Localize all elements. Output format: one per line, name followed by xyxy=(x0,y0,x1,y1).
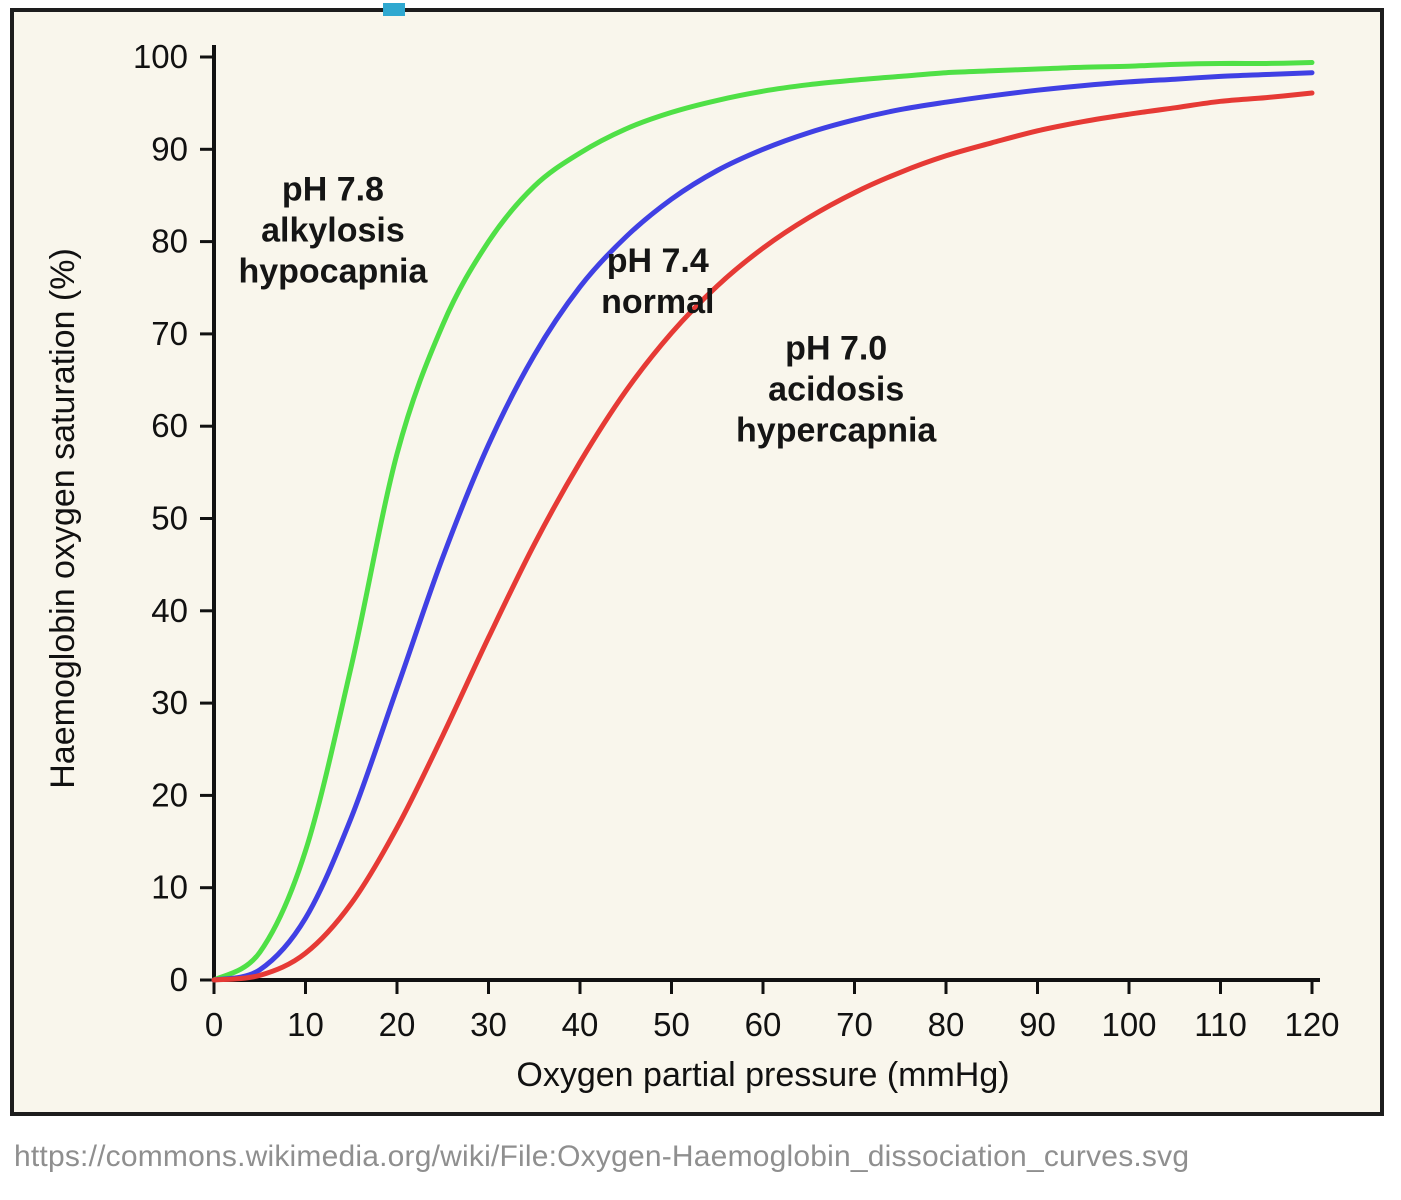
artifact-mark xyxy=(383,3,405,16)
svg-text:50: 50 xyxy=(653,1006,690,1043)
svg-text:10: 10 xyxy=(287,1006,324,1043)
svg-text:10: 10 xyxy=(151,869,188,906)
chart-frame: 0 10 20 30 40 50 60 70 80 90 100 110 120 0 10 20 30 40 50 6… xyxy=(10,8,1384,1116)
svg-text:Oxygen partial pressure (mmHg): Oxygen partial pressure (mmHg) xyxy=(516,1056,1009,1094)
svg-text:120: 120 xyxy=(1284,1006,1339,1043)
svg-text:60: 60 xyxy=(151,407,188,444)
svg-text:30: 30 xyxy=(470,1006,507,1043)
svg-text:60: 60 xyxy=(745,1006,782,1043)
svg-text:90: 90 xyxy=(1019,1006,1056,1043)
svg-text:50: 50 xyxy=(151,500,188,537)
source-url: https://commons.wikimedia.org/wiki/File:… xyxy=(14,1140,1190,1173)
svg-text:40: 40 xyxy=(562,1006,599,1043)
svg-text:20: 20 xyxy=(379,1006,416,1043)
svg-text:100: 100 xyxy=(1101,1006,1156,1043)
svg-text:110: 110 xyxy=(1194,1006,1247,1043)
svg-text:70: 70 xyxy=(151,315,188,352)
svg-text:20: 20 xyxy=(151,776,188,813)
svg-text:40: 40 xyxy=(151,592,188,629)
svg-text:80: 80 xyxy=(151,223,188,260)
svg-text:30: 30 xyxy=(151,684,188,721)
oxygen-dissociation-chart: 0 10 20 30 40 50 60 70 80 90 100 110 120 0 10 20 30 40 50 6… xyxy=(44,38,1340,1094)
svg-text:80: 80 xyxy=(928,1006,965,1043)
svg-text:Haemoglobin oxygen saturation: Haemoglobin oxygen saturation (%) xyxy=(44,248,82,789)
svg-text:90: 90 xyxy=(151,130,188,167)
svg-text:0: 0 xyxy=(170,961,188,998)
svg-text:70: 70 xyxy=(836,1006,873,1043)
svg-text:100: 100 xyxy=(133,38,188,75)
svg-text:0: 0 xyxy=(205,1006,223,1043)
